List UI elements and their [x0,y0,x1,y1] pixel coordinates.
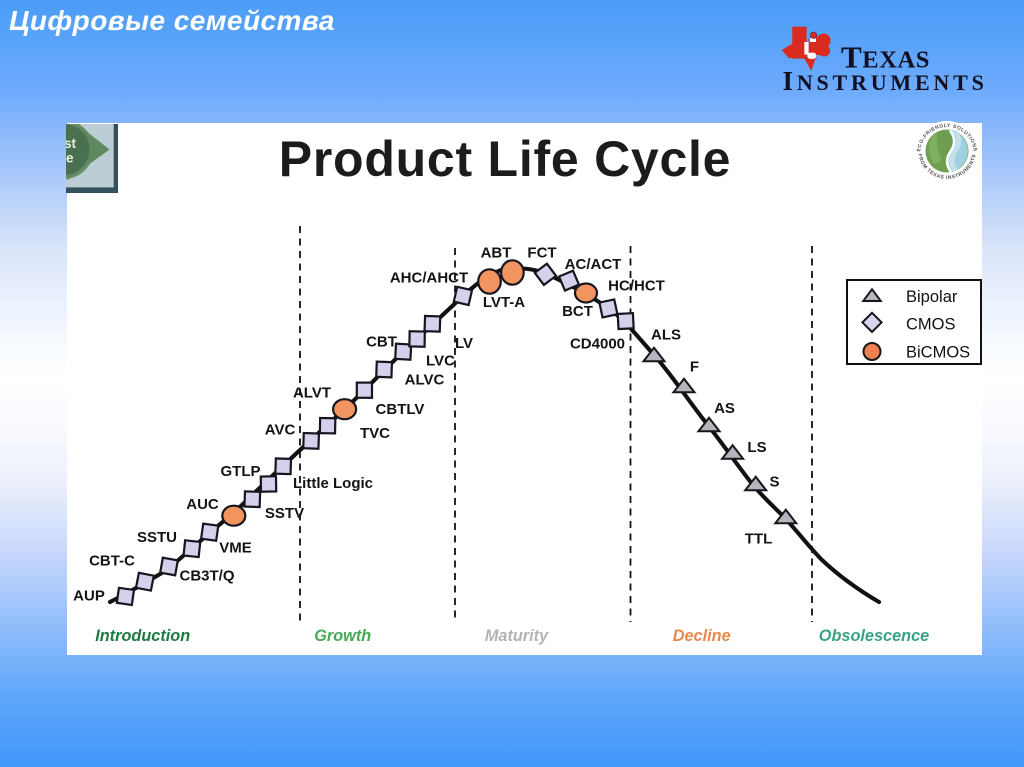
svg-text:FCT: FCT [527,245,556,262]
svg-text:AUP: AUP [73,588,105,605]
svg-text:AHC/AHCT: AHC/AHCT [390,270,468,287]
svg-text:Bipolar: Bipolar [906,288,958,306]
svg-text:Obsolescence: Obsolescence [819,627,929,645]
svg-text:ALS: ALS [651,327,681,344]
svg-text:TVC: TVC [360,425,390,442]
svg-text:AVC: AVC [265,422,296,439]
svg-text:CD4000: CD4000 [570,336,625,353]
svg-text:S: S [769,474,779,491]
svg-text:HC/HCT: HC/HCT [608,278,665,295]
svg-text:ABT: ABT [481,245,512,262]
svg-text:VME: VME [219,540,252,557]
svg-text:CBTLV: CBTLV [376,401,425,418]
svg-text:AUC: AUC [186,496,219,513]
svg-text:CBT-C: CBT-C [89,553,135,570]
svg-text:LVT-A: LVT-A [483,294,525,311]
svg-text:INSTRUMENTS: INSTRUMENTS [783,66,988,96]
svg-text:AS: AS [714,400,735,417]
svg-text:st: st [66,136,77,151]
svg-text:CB3T/Q: CB3T/Q [179,568,234,585]
svg-text:LV: LV [455,335,473,352]
svg-text:LS: LS [747,439,766,456]
svg-text:BCT: BCT [562,303,593,320]
svg-text:Maturity: Maturity [485,627,549,645]
svg-text:LVC: LVC [426,353,455,370]
svg-text:TTL: TTL [745,531,773,548]
svg-text:Decline: Decline [673,627,731,645]
svg-text:Introduction: Introduction [95,627,190,645]
svg-text:SSTU: SSTU [137,529,177,546]
svg-text:SSTV: SSTV [265,505,304,522]
svg-text:ALVC: ALVC [405,372,445,389]
svg-text:Growth: Growth [314,627,371,645]
svg-text:GTLP: GTLP [221,463,261,480]
svg-text:CBT: CBT [366,334,397,351]
svg-text:F: F [690,359,699,376]
svg-text:e: e [66,151,74,166]
svg-text:BiCMOS: BiCMOS [906,344,970,362]
svg-text:CMOS: CMOS [906,316,956,334]
svg-text:Little Logic: Little Logic [293,475,373,492]
svg-text:AC/ACT: AC/ACT [565,256,622,273]
svg-text:ALVT: ALVT [293,385,331,402]
